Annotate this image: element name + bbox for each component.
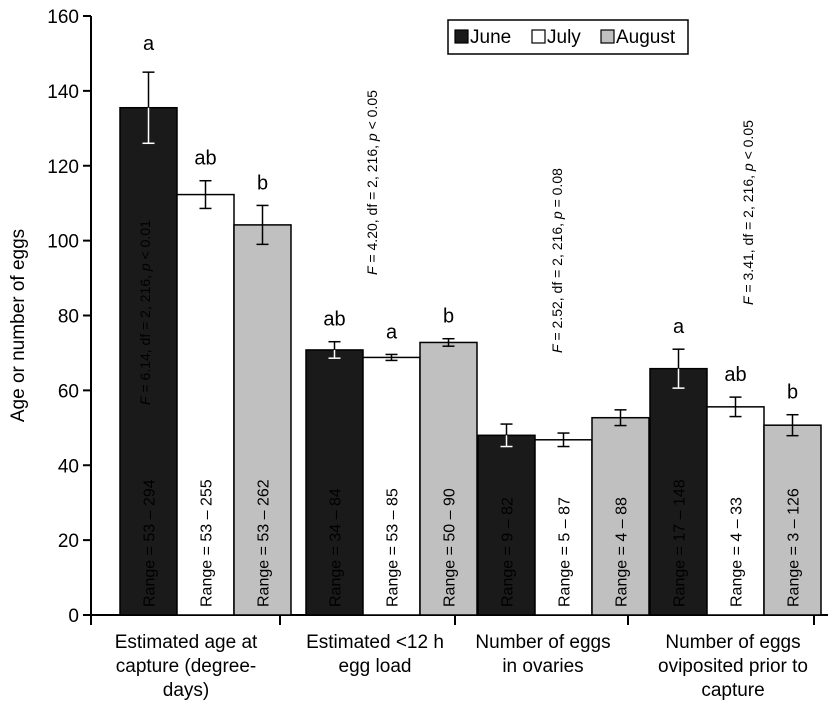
significance-letter: ab bbox=[323, 309, 345, 331]
stat-df: = 6.14, df = 2, 216, bbox=[137, 271, 153, 396]
bar-july bbox=[534, 439, 593, 616]
legend-label-june: June bbox=[470, 27, 511, 48]
stat-df: = 2.52, df = 2, 216, bbox=[549, 219, 565, 344]
x-category-label-line: Number of eggs bbox=[475, 632, 610, 653]
x-category-label-line: Number of eggs bbox=[665, 632, 800, 653]
x-category-label-line: oviposited prior to bbox=[658, 656, 808, 677]
bar-august bbox=[419, 341, 478, 616]
axes: 0 20 40 60 80 100 120 140 160 Age or number of eg… bbox=[8, 7, 828, 627]
significance-letter: a bbox=[143, 33, 155, 55]
significance-letter: ab bbox=[724, 364, 746, 386]
range-label: Range = 53 – 294 bbox=[142, 479, 159, 607]
range-label: Range = 53 – 85 bbox=[385, 488, 402, 607]
anova-statistic: F = 6.14, df = 2, 216, p < 0.01 bbox=[137, 220, 153, 405]
significance-letter: b bbox=[257, 172, 268, 194]
bars bbox=[119, 71, 822, 616]
legend-swatch-august bbox=[600, 29, 615, 44]
significance-letter: a bbox=[386, 321, 398, 343]
range-label: Range = 4 – 33 bbox=[729, 497, 746, 607]
y-tick-label: 40 bbox=[58, 456, 79, 477]
stat-p-symbol: p bbox=[137, 263, 153, 272]
significance-letter: ab bbox=[194, 148, 216, 170]
significance-letter: b bbox=[787, 382, 798, 404]
stat-f-symbol: F bbox=[549, 343, 565, 353]
range-label: Range = 34 – 84 bbox=[328, 488, 345, 607]
y-tick-label: 160 bbox=[47, 7, 79, 28]
y-tick-label: 0 bbox=[68, 606, 79, 627]
anova-statistic: F = 2.52, df = 2, 216, p = 0.08 bbox=[549, 168, 565, 353]
range-label: Range = 5 – 87 bbox=[557, 497, 574, 607]
stat-p-symbol: p bbox=[364, 133, 380, 142]
y-tick-label: 120 bbox=[47, 157, 79, 178]
y-tick-label: 140 bbox=[47, 82, 79, 103]
legend-box bbox=[447, 19, 689, 55]
significance-letter: b bbox=[443, 306, 454, 328]
x-category-label-line: in ovaries bbox=[502, 656, 583, 677]
legend-label-august: August bbox=[616, 27, 676, 48]
x-category-label: Number of eggs in ovaries bbox=[475, 632, 610, 677]
x-category-label: Number of eggs oviposited prior to capture bbox=[658, 632, 808, 701]
bar-august bbox=[591, 416, 650, 616]
range-label: Range = 17 – 148 bbox=[672, 479, 689, 607]
stat-f-symbol: F bbox=[137, 395, 153, 405]
stat-p-value: = 0.08 bbox=[549, 168, 565, 211]
stat-f-symbol: F bbox=[740, 295, 756, 305]
bar-august bbox=[233, 224, 292, 616]
anova-statistic: F = 3.41, df = 2, 216, p < 0.05 bbox=[740, 120, 756, 305]
legend-swatch-july bbox=[531, 29, 546, 44]
stat-f-symbol: F bbox=[364, 265, 380, 275]
stat-df: = 4.20, df = 2, 216, bbox=[364, 141, 380, 266]
y-tick-label: 100 bbox=[47, 232, 79, 253]
y-tick-label: 20 bbox=[58, 531, 79, 552]
labels: Estimated age at capture (degree-days)Est… bbox=[115, 33, 808, 701]
legend-swatch-june bbox=[454, 29, 469, 44]
anova-statistic: F = 4.20, df = 2, 216, p < 0.05 bbox=[364, 90, 380, 275]
stat-p-value: < 0.05 bbox=[364, 90, 380, 133]
x-category-label: Estimated age at capture (degree-days) bbox=[115, 632, 258, 701]
stat-p-value: < 0.05 bbox=[740, 120, 756, 163]
range-label: Range = 3 – 126 bbox=[786, 488, 803, 607]
bar-august bbox=[763, 424, 822, 616]
y-tick-label: 60 bbox=[58, 381, 79, 402]
range-label: Range = 53 – 262 bbox=[256, 479, 273, 607]
x-category-label-line: Estimated age at bbox=[115, 632, 258, 653]
x-category-label-line: capture (degree- bbox=[116, 656, 256, 677]
x-category-label-line: egg load bbox=[339, 656, 412, 677]
x-category-label-line: days) bbox=[163, 680, 209, 701]
stat-p-symbol: p bbox=[549, 211, 565, 220]
x-category-label-line: Estimated <12 h bbox=[306, 632, 444, 653]
bar-june bbox=[305, 349, 364, 616]
x-category-label: Estimated <12 h egg load bbox=[306, 632, 444, 677]
legend-label-july: July bbox=[547, 27, 581, 48]
stat-p-value: < 0.01 bbox=[137, 220, 153, 263]
y-axis-label: Age or number of eggs bbox=[8, 229, 29, 422]
stat-df: = 3.41, df = 2, 216, bbox=[740, 171, 756, 296]
significance-letter: a bbox=[673, 316, 685, 338]
y-tick-label: 80 bbox=[58, 307, 79, 328]
range-label: Range = 9 – 82 bbox=[500, 497, 517, 607]
legend: June July August bbox=[447, 19, 689, 55]
range-label: Range = 50 – 90 bbox=[442, 488, 459, 607]
x-category-label-line: capture bbox=[701, 680, 764, 701]
range-label: Range = 53 – 255 bbox=[199, 479, 216, 607]
range-label: Range = 4 – 88 bbox=[614, 497, 631, 607]
bar-june bbox=[477, 434, 536, 616]
stat-p-symbol: p bbox=[740, 163, 756, 172]
